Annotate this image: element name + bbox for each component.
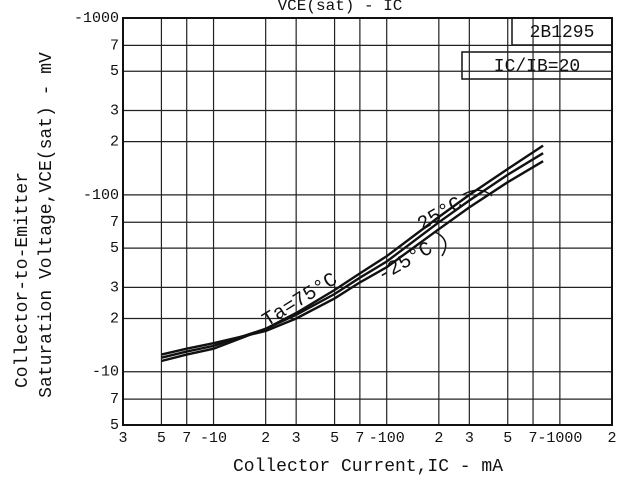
y-tick-label: 5 [110, 63, 119, 80]
x-tick-label: 3 [118, 430, 127, 447]
x-tick-label: 3 [465, 430, 474, 447]
x-tick-label: 7 [529, 430, 538, 447]
x-axis-label: Collector Current,IC - mA [233, 457, 503, 477]
x-tick-label: 3 [292, 430, 301, 447]
annotation: IC/IB=20 [494, 57, 580, 77]
y-tick-label: 2 [110, 134, 119, 151]
x-tick-label: -1000 [537, 430, 582, 447]
x-tick-label: 5 [330, 430, 339, 447]
x-tick-label: -100 [369, 430, 405, 447]
y-tick-label: 3 [110, 279, 119, 296]
x-tick-label: 7 [182, 430, 191, 447]
x-tick-label: 5 [157, 430, 166, 447]
y-axis-label: Collector-to-Emitter [13, 172, 33, 388]
y-tick-label: 7 [110, 214, 119, 231]
y-tick-label: 5 [110, 417, 119, 434]
y-tick-label: 7 [110, 391, 119, 408]
y-tick-label: 7 [110, 37, 119, 54]
annotation-box [511, 17, 613, 46]
chart-title: VCE(sat) - IC [278, 0, 403, 15]
y-tick-label: 2 [110, 310, 119, 327]
x-tick-label: 2 [434, 430, 443, 447]
annotation-box [461, 51, 613, 80]
arrow [434, 231, 447, 257]
x-tick-label: 7 [355, 430, 364, 447]
series-line [161, 144, 544, 363]
y-tick-label: -100 [83, 187, 119, 204]
x-tick-label: -10 [200, 430, 227, 447]
y-tick-label: -10 [92, 364, 119, 381]
series-line [161, 160, 544, 356]
y-axis-label: Saturation Voltage,VCE(sat) - mV [37, 52, 57, 398]
plot-frame [122, 17, 613, 426]
x-tick-label: 2 [607, 430, 616, 447]
x-tick-label: 5 [503, 430, 512, 447]
y-tick-label: 5 [110, 240, 119, 257]
series-line [161, 152, 544, 359]
y-tick-label: -1000 [74, 10, 119, 27]
annotation: 2B1295 [530, 23, 595, 43]
x-tick-label: 2 [261, 430, 270, 447]
y-tick-label: 3 [110, 102, 119, 119]
